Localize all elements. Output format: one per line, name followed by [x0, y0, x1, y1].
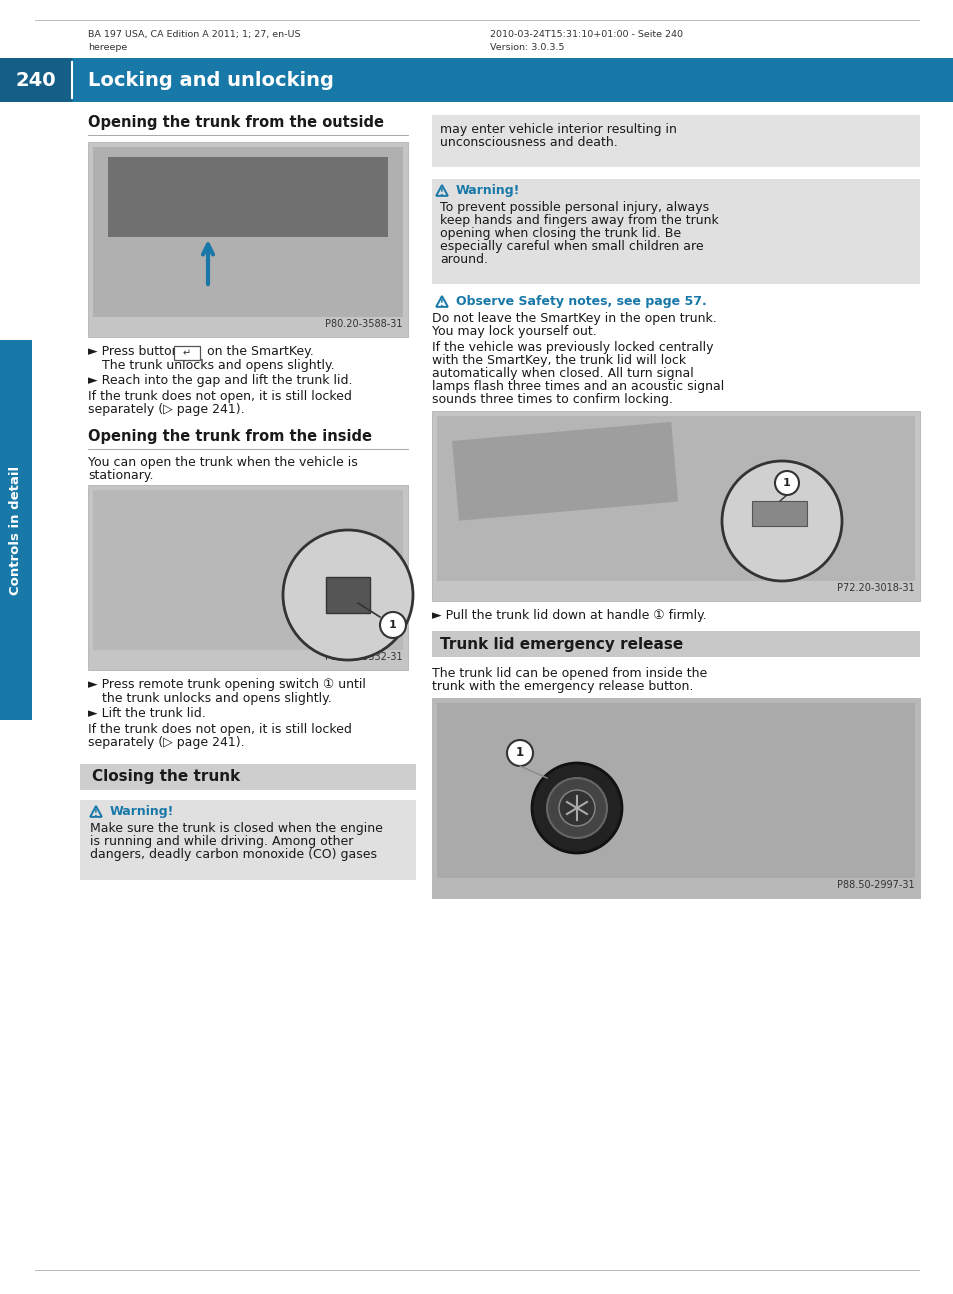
Text: You may lock yourself out.: You may lock yourself out. — [432, 325, 597, 338]
Text: P80.20-3532-31: P80.20-3532-31 — [325, 652, 402, 663]
Text: separately (▷ page 241).: separately (▷ page 241). — [88, 402, 244, 415]
Text: If the trunk does not open, it is still locked: If the trunk does not open, it is still … — [88, 389, 352, 402]
Bar — [432, 411, 919, 600]
Text: The trunk unlocks and opens slightly.: The trunk unlocks and opens slightly. — [102, 358, 335, 371]
Bar — [80, 800, 416, 880]
Text: Observe Safety notes, see page 57.: Observe Safety notes, see page 57. — [456, 295, 706, 308]
Bar — [436, 703, 914, 879]
Text: BA 197 USA, CA Edition A 2011; 1; 27, en-US: BA 197 USA, CA Edition A 2011; 1; 27, en… — [88, 30, 300, 39]
Text: unconsciousness and death.: unconsciousness and death. — [439, 136, 618, 149]
Text: Warning!: Warning! — [110, 805, 174, 818]
Bar — [173, 345, 200, 360]
Bar — [80, 763, 416, 791]
Text: ► Pull the trunk lid down at handle ① firmly.: ► Pull the trunk lid down at handle ① fi… — [432, 609, 706, 622]
Text: keep hands and fingers away from the trunk: keep hands and fingers away from the tru… — [439, 214, 718, 226]
Bar — [0, 58, 953, 102]
Text: is running and while driving. Among other: is running and while driving. Among othe… — [90, 835, 353, 848]
Text: opening when closing the trunk lid. Be: opening when closing the trunk lid. Be — [439, 226, 680, 239]
Text: ► Reach into the gap and lift the trunk lid.: ► Reach into the gap and lift the trunk … — [88, 374, 352, 387]
Text: P72.20-3018-31: P72.20-3018-31 — [837, 584, 914, 593]
Text: trunk with the emergency release button.: trunk with the emergency release button. — [432, 681, 693, 694]
Text: Version: 3.0.3.5: Version: 3.0.3.5 — [490, 43, 564, 52]
Text: You can open the trunk when the vehicle is: You can open the trunk when the vehicle … — [88, 455, 357, 468]
Text: on the SmartKey.: on the SmartKey. — [203, 345, 314, 358]
Bar — [92, 148, 402, 317]
Circle shape — [379, 612, 406, 638]
Bar — [0, 58, 71, 102]
Text: dangers, deadly carbon monoxide (CO) gases: dangers, deadly carbon monoxide (CO) gas… — [90, 848, 376, 861]
Circle shape — [558, 791, 595, 826]
Bar — [432, 179, 919, 283]
Text: may enter vehicle interior resulting in: may enter vehicle interior resulting in — [439, 123, 677, 136]
Text: 240: 240 — [15, 70, 56, 89]
Text: Opening the trunk from the outside: Opening the trunk from the outside — [88, 115, 384, 129]
Text: ► Press remote trunk opening switch ① until: ► Press remote trunk opening switch ① un… — [88, 678, 366, 691]
Text: Locking and unlocking: Locking and unlocking — [88, 70, 334, 89]
Text: If the trunk does not open, it is still locked: If the trunk does not open, it is still … — [88, 723, 352, 736]
Text: Do not leave the SmartKey in the open trunk.: Do not leave the SmartKey in the open tr… — [432, 312, 716, 325]
Text: with the SmartKey, the trunk lid will lock: with the SmartKey, the trunk lid will lo… — [432, 355, 685, 367]
Text: 1: 1 — [782, 477, 790, 488]
Circle shape — [283, 531, 413, 660]
Bar — [751, 501, 806, 525]
Text: Controls in detail: Controls in detail — [10, 466, 23, 594]
Text: lamps flash three times and an acoustic signal: lamps flash three times and an acoustic … — [432, 380, 723, 393]
Bar — [452, 422, 678, 520]
Text: Warning!: Warning! — [456, 184, 519, 197]
Text: !: ! — [439, 188, 443, 197]
Text: stationary.: stationary. — [88, 468, 153, 481]
Bar — [92, 490, 402, 650]
Bar — [432, 697, 919, 898]
Text: hereepe: hereepe — [88, 43, 127, 52]
Text: Opening the trunk from the inside: Opening the trunk from the inside — [88, 430, 372, 444]
Circle shape — [532, 763, 621, 853]
Bar — [432, 115, 919, 167]
Text: P80.20-3588-31: P80.20-3588-31 — [325, 320, 402, 329]
Bar — [88, 142, 408, 336]
Circle shape — [721, 461, 841, 581]
Text: 2010-03-24T15:31:10+01:00 - Seite 240: 2010-03-24T15:31:10+01:00 - Seite 240 — [490, 30, 682, 39]
Bar — [0, 340, 32, 719]
Bar — [326, 577, 370, 613]
Text: around.: around. — [439, 254, 488, 267]
Text: ► Lift the trunk lid.: ► Lift the trunk lid. — [88, 707, 206, 719]
Bar — [88, 485, 408, 670]
Text: especially careful when small children are: especially careful when small children a… — [439, 239, 703, 254]
Text: !: ! — [94, 809, 98, 818]
Text: If the vehicle was previously locked centrally: If the vehicle was previously locked cen… — [432, 342, 713, 355]
Bar — [108, 157, 388, 237]
Text: ► Press button: ► Press button — [88, 345, 183, 358]
Bar — [436, 415, 914, 581]
Circle shape — [506, 740, 533, 766]
Text: ↵: ↵ — [183, 348, 191, 358]
Circle shape — [774, 471, 799, 496]
Text: To prevent possible personal injury, always: To prevent possible personal injury, alw… — [439, 201, 708, 214]
Text: Closing the trunk: Closing the trunk — [91, 770, 240, 784]
Text: The trunk lid can be opened from inside the: The trunk lid can be opened from inside … — [432, 666, 706, 681]
Text: Make sure the trunk is closed when the engine: Make sure the trunk is closed when the e… — [90, 822, 382, 835]
Text: Trunk lid emergency release: Trunk lid emergency release — [439, 637, 682, 651]
Text: automatically when closed. All turn signal: automatically when closed. All turn sign… — [432, 367, 693, 380]
Circle shape — [546, 778, 606, 839]
Text: the trunk unlocks and opens slightly.: the trunk unlocks and opens slightly. — [102, 692, 332, 705]
Text: P88.50-2997-31: P88.50-2997-31 — [837, 880, 914, 890]
Text: 1: 1 — [516, 747, 523, 760]
Bar — [432, 631, 919, 657]
Text: !: ! — [439, 299, 443, 308]
Text: separately (▷ page 241).: separately (▷ page 241). — [88, 736, 244, 749]
Text: sounds three times to confirm locking.: sounds three times to confirm locking. — [432, 393, 672, 406]
Text: 1: 1 — [389, 620, 396, 630]
